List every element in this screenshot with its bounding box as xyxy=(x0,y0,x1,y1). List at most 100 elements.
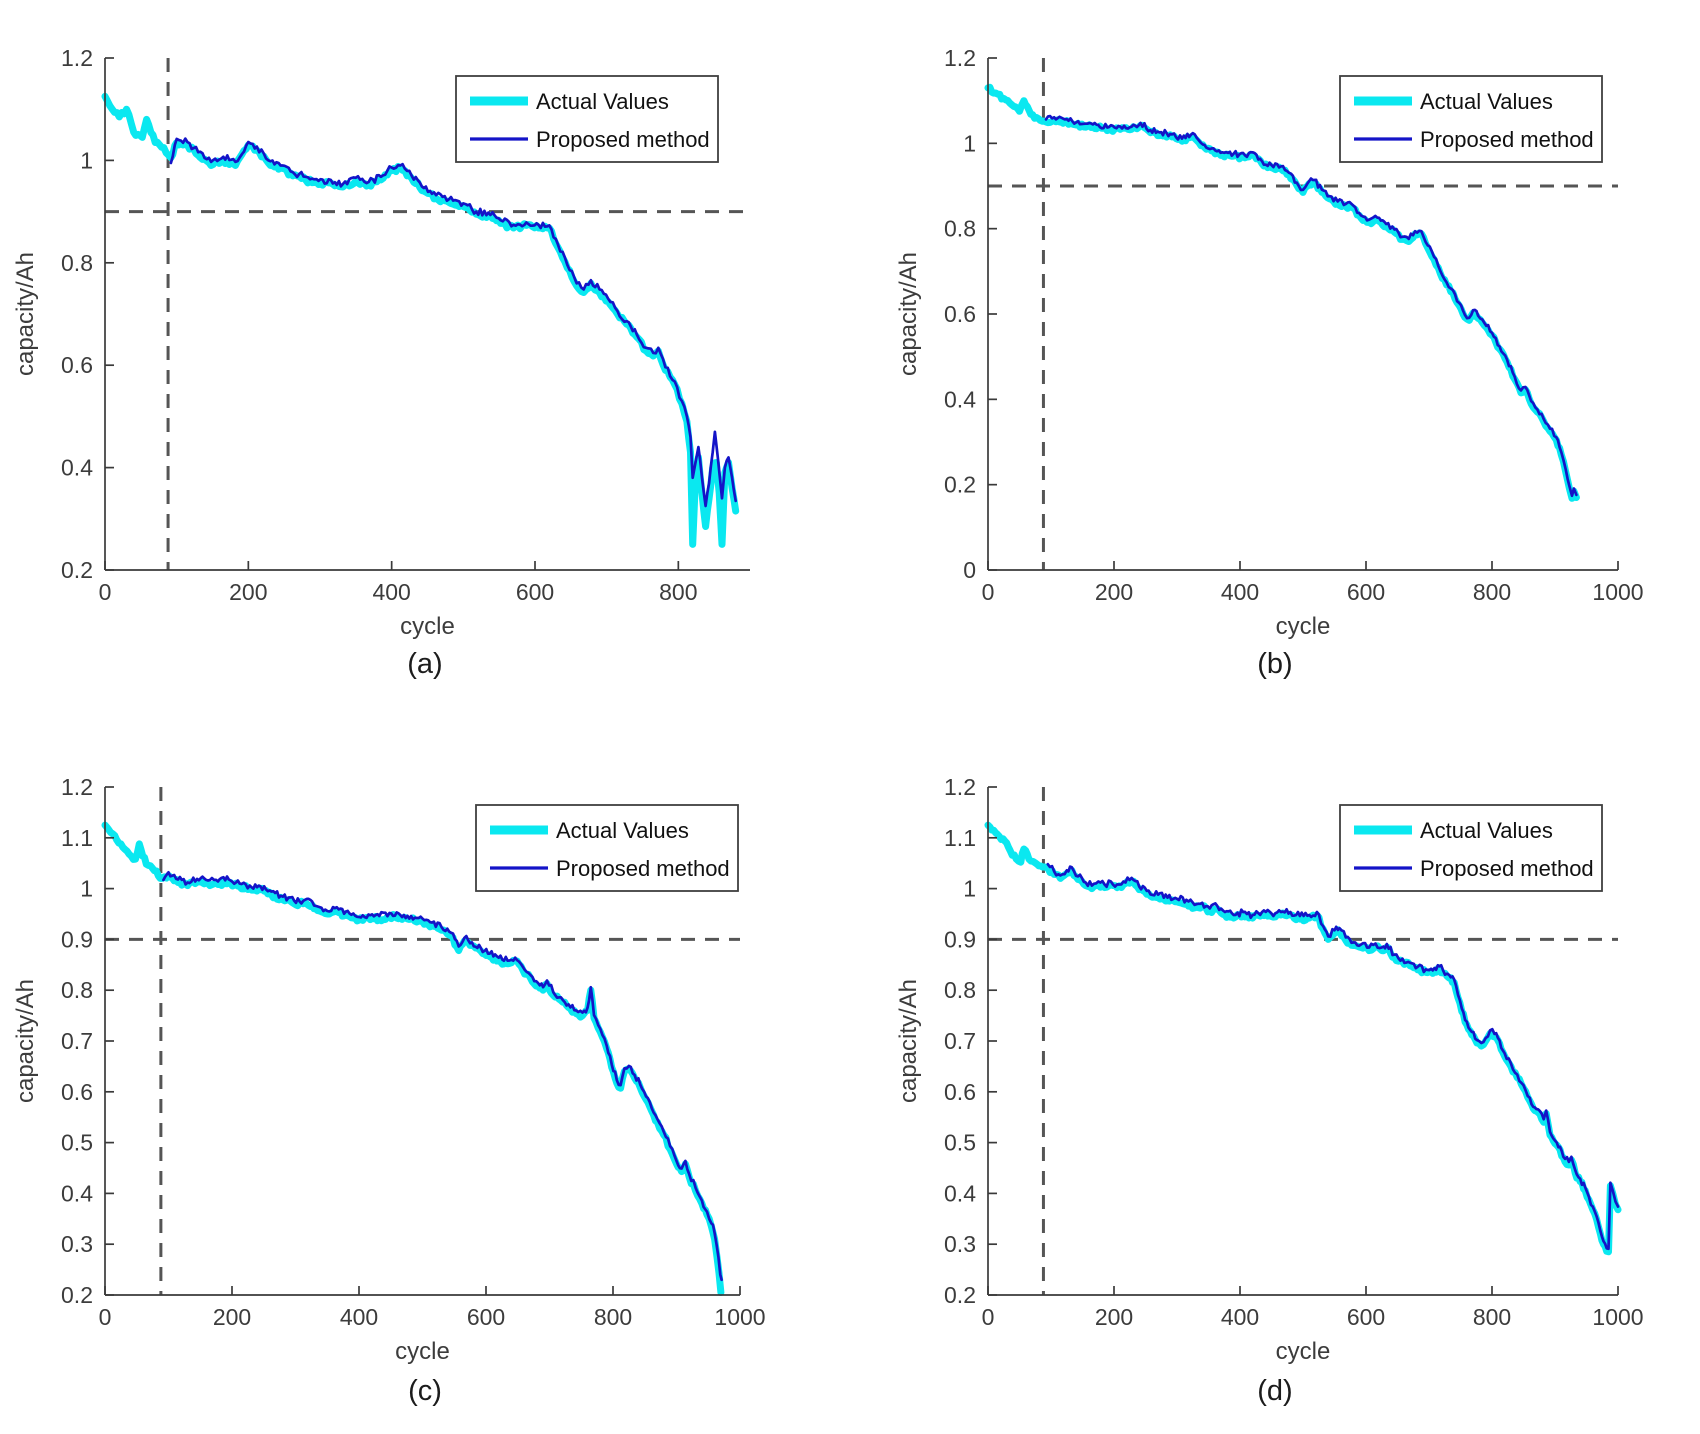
series-actual-values xyxy=(101,821,725,1296)
y-tick-label: 1 xyxy=(80,147,93,173)
caption-d: (d) xyxy=(1257,1375,1293,1407)
legend-box: Actual Values Proposed method xyxy=(475,804,739,892)
y-tick-label: 0.3 xyxy=(61,1231,93,1257)
x-tick-label: 400 xyxy=(1221,1304,1259,1330)
x-tick-label: 0 xyxy=(99,579,112,605)
series-proposed-method xyxy=(1046,862,1620,1251)
y-tick-label: 0.2 xyxy=(61,1282,93,1308)
x-axis-label: cycle xyxy=(1276,1338,1331,1365)
panel-c: 0 200 400 600 800 1000 0.2 0.3 0.4 0.5 0.6 0.7 0.8 0.… xyxy=(0,717,850,1434)
y-tick-label: 1.1 xyxy=(944,825,976,851)
y-tick-label: 0.9 xyxy=(61,926,93,952)
x-tick-label: 0 xyxy=(982,1304,995,1330)
y-tick-label: 0.4 xyxy=(61,455,93,481)
x-tick-label: 0 xyxy=(99,1304,112,1330)
legend-label-actual-values: Actual Values xyxy=(1420,89,1553,114)
legend-label-actual-values: Actual Values xyxy=(536,89,669,114)
x-tick-label: 600 xyxy=(1347,579,1385,605)
y-tick-label: 0.4 xyxy=(944,1180,976,1206)
y-tick-label: 0.4 xyxy=(944,386,976,412)
x-tick-label: 200 xyxy=(1095,1304,1133,1330)
x-tick-label: 800 xyxy=(1473,1304,1511,1330)
legend-label-proposed-method: Proposed method xyxy=(536,127,710,152)
x-axis-label: cycle xyxy=(1276,613,1331,640)
x-tick-label: 600 xyxy=(467,1304,505,1330)
y-axis-label: capacity/Ah xyxy=(12,252,39,376)
y-tick-label: 0.8 xyxy=(944,977,976,1003)
y-tick-label: 1 xyxy=(963,876,976,902)
y-tick-label: 1 xyxy=(80,876,93,902)
y-tick-label: 0.6 xyxy=(61,352,93,378)
x-tick-label: 800 xyxy=(594,1304,632,1330)
legend-box: Actual Values Proposed method xyxy=(1339,804,1603,892)
y-tick-label: 1.2 xyxy=(944,45,976,71)
y-tick-label: 0.6 xyxy=(944,1079,976,1105)
y-tick-label: 1 xyxy=(963,130,976,156)
legend-label-actual-values: Actual Values xyxy=(1420,818,1553,843)
y-tick-label: 0.6 xyxy=(944,301,976,327)
y-tick-label: 0.8 xyxy=(944,216,976,242)
x-tick-label: 0 xyxy=(982,579,995,605)
x-tick-label: 400 xyxy=(340,1304,378,1330)
x-axis-label: cycle xyxy=(400,613,455,640)
y-tick-label: 0.3 xyxy=(944,1231,976,1257)
y-axis-label: capacity/Ah xyxy=(895,979,922,1103)
legend-label-proposed-method: Proposed method xyxy=(1420,856,1594,881)
x-tick-label: 400 xyxy=(372,579,410,605)
y-tick-label: 0.7 xyxy=(61,1028,93,1054)
x-tick-label: 200 xyxy=(229,579,267,605)
legend-border xyxy=(1339,75,1603,163)
x-tick-label: 1000 xyxy=(1592,579,1643,605)
y-tick-label: 0.7 xyxy=(944,1028,976,1054)
y-tick-label: 0 xyxy=(963,557,976,583)
caption-b: (b) xyxy=(1257,648,1293,680)
legend-border xyxy=(1339,804,1603,892)
x-tick-label: 400 xyxy=(1221,579,1259,605)
x-tick-label: 200 xyxy=(1095,579,1133,605)
y-tick-label: 0.5 xyxy=(61,1130,93,1156)
y-tick-label: 0.6 xyxy=(61,1079,93,1105)
panel-a: 0 200 400 600 800 0.2 0.4 0.6 0.8 1 1.2 cycle capaci… xyxy=(0,0,850,717)
y-tick-label: 0.2 xyxy=(61,557,93,583)
y-axis-label: capacity/Ah xyxy=(895,252,922,376)
chart-d: 0 200 400 600 800 1000 0.2 0.3 0.4 0.5 0.6 0.7 0.8 0.… xyxy=(895,774,1644,1365)
y-tick-label: 1.2 xyxy=(61,774,93,800)
y-axis-label: capacity/Ah xyxy=(12,979,39,1103)
x-tick-label: 600 xyxy=(516,579,554,605)
y-tick-label: 1.1 xyxy=(61,825,93,851)
chart-a: 0 200 400 600 800 0.2 0.4 0.6 0.8 1 1.2 cycle capaci… xyxy=(12,45,750,640)
legend-box: Actual Values Proposed method xyxy=(1339,75,1603,163)
legend-label-proposed-method: Proposed method xyxy=(1420,127,1594,152)
legend-border xyxy=(475,804,739,892)
legend-border xyxy=(455,75,719,163)
y-tick-label: 0.2 xyxy=(944,1282,976,1308)
chart-b: 0 200 400 600 800 1000 0 0.2 0.4 0.6 0.8 1 1.2 cycle c… xyxy=(895,45,1644,640)
y-tick-label: 0.4 xyxy=(61,1180,93,1206)
y-tick-label: 0.5 xyxy=(944,1130,976,1156)
x-tick-label: 200 xyxy=(213,1304,251,1330)
legend-label-actual-values: Actual Values xyxy=(556,818,689,843)
legend-box: Actual Values Proposed method xyxy=(455,75,719,163)
x-tick-label: 800 xyxy=(659,579,697,605)
caption-c: (c) xyxy=(408,1375,442,1407)
x-tick-label: 1000 xyxy=(714,1304,765,1330)
series-proposed-method xyxy=(169,137,738,508)
chart-c: 0 200 400 600 800 1000 0.2 0.3 0.4 0.5 0.6 0.7 0.8 0.… xyxy=(12,774,766,1365)
x-tick-label: 600 xyxy=(1347,1304,1385,1330)
y-tick-label: 1.2 xyxy=(61,45,93,71)
series-actual-values xyxy=(101,92,740,548)
series-proposed-method xyxy=(162,870,723,1282)
panel-b: 0 200 400 600 800 1000 0 0.2 0.4 0.6 0.8 1 1.2 cycle c… xyxy=(850,0,1700,717)
legend-label-proposed-method: Proposed method xyxy=(556,856,730,881)
y-tick-label: 0.8 xyxy=(61,250,93,276)
panel-d: 0 200 400 600 800 1000 0.2 0.3 0.4 0.5 0.6 0.7 0.8 0.… xyxy=(850,717,1700,1434)
x-tick-label: 800 xyxy=(1473,579,1511,605)
y-tick-label: 0.2 xyxy=(944,472,976,498)
caption-a: (a) xyxy=(407,648,443,680)
series-proposed-method xyxy=(1044,114,1578,498)
y-tick-label: 0.9 xyxy=(944,926,976,952)
x-axis-label: cycle xyxy=(395,1338,450,1365)
x-tick-label: 1000 xyxy=(1592,1304,1643,1330)
y-tick-label: 1.2 xyxy=(944,774,976,800)
